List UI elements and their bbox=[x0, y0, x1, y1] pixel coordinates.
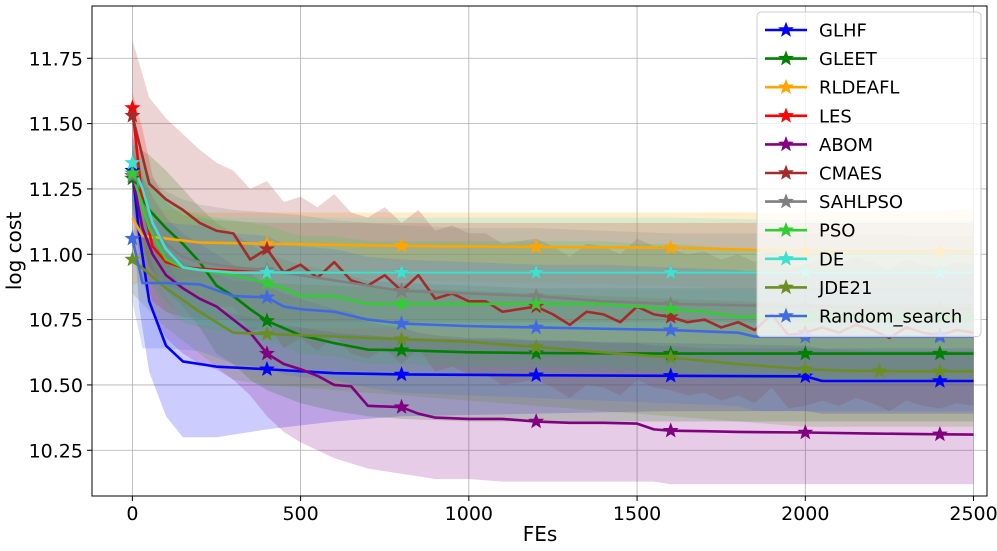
marker-pso bbox=[528, 295, 545, 311]
x-tick-label: 2500 bbox=[949, 503, 997, 525]
marker-pso bbox=[393, 295, 410, 311]
marker-pso bbox=[259, 274, 275, 290]
y-tick-label: 11.75 bbox=[29, 48, 83, 70]
legend-marker bbox=[778, 193, 794, 209]
marker-abom bbox=[528, 413, 545, 429]
legend-marker bbox=[778, 250, 794, 266]
marker-gleet bbox=[528, 344, 545, 360]
marker-cmaes bbox=[662, 308, 679, 324]
marker-rldeafl bbox=[662, 239, 679, 255]
x-tick-label: 0 bbox=[126, 503, 138, 525]
marker-jde21 bbox=[528, 338, 545, 354]
marker-gleet bbox=[931, 345, 948, 361]
marker-abom bbox=[259, 345, 275, 361]
marker-glhf bbox=[528, 366, 545, 383]
marker-jde21 bbox=[931, 362, 948, 379]
marker-pso bbox=[124, 164, 141, 181]
marker-cmaes bbox=[124, 107, 141, 123]
marker-glhf bbox=[797, 367, 814, 384]
x-tick-label: 2000 bbox=[781, 503, 829, 525]
x-axis-label: FEs bbox=[523, 522, 558, 546]
marker-glhf bbox=[259, 360, 275, 377]
marker-abom bbox=[662, 422, 679, 438]
legend-marker bbox=[778, 164, 794, 180]
marker-random-search bbox=[259, 289, 275, 305]
legend-box bbox=[756, 11, 982, 338]
marker-cmaes bbox=[259, 240, 275, 256]
marker-de bbox=[393, 264, 410, 280]
marker-sahlpso bbox=[393, 282, 410, 298]
y-tick-label: 11.00 bbox=[29, 244, 83, 266]
marker-random-search bbox=[662, 321, 679, 337]
legend-label: GLEET bbox=[819, 49, 878, 70]
marker-gleet bbox=[393, 341, 410, 357]
line-sahlpso bbox=[131, 175, 974, 311]
marker-de bbox=[662, 264, 679, 280]
marker-de bbox=[259, 264, 275, 280]
marker-random-search bbox=[528, 319, 545, 335]
marker-rldeafl bbox=[528, 238, 545, 254]
legend-marker bbox=[778, 307, 794, 323]
legend-marker bbox=[778, 136, 794, 152]
marker-rldeafl bbox=[393, 237, 410, 253]
marker-abom bbox=[931, 425, 948, 442]
legend-label: LES bbox=[819, 106, 852, 127]
marker-random-search bbox=[393, 315, 410, 331]
y-tick-label: 11.50 bbox=[29, 114, 83, 136]
marker-jde21 bbox=[871, 362, 888, 378]
marker-pso bbox=[662, 300, 679, 316]
marker-abom bbox=[797, 424, 814, 440]
legend-label: SAHLPSO bbox=[819, 192, 903, 213]
legend-label: ABOM bbox=[819, 135, 873, 156]
line-glhf bbox=[131, 170, 974, 383]
marker-de bbox=[124, 154, 141, 170]
marker-jde21 bbox=[124, 251, 141, 267]
legend-marker bbox=[778, 221, 794, 237]
legend-label: GLHF bbox=[819, 21, 867, 42]
legend-label: DE bbox=[819, 249, 844, 270]
y-tick-label: 10.50 bbox=[29, 375, 83, 397]
marker-jde21 bbox=[797, 360, 814, 377]
legend-label: PSO bbox=[819, 221, 855, 242]
legend-marker bbox=[778, 50, 794, 66]
marker-jde21 bbox=[393, 330, 410, 346]
marker-glhf bbox=[393, 366, 410, 382]
band-abom bbox=[132, 149, 974, 485]
legend-marker bbox=[778, 21, 794, 37]
legend-label: CMAES bbox=[819, 164, 882, 185]
legend-label: RLDEAFL bbox=[819, 78, 899, 99]
marker-gleet bbox=[797, 345, 814, 361]
band-glhf bbox=[132, 134, 974, 438]
axis-ticks: 0 500 1000 1500 2000 2500 10.25 10.50 10.75 11.00… bbox=[29, 48, 997, 525]
marker-glhf bbox=[662, 367, 679, 383]
x-tick-label: 1000 bbox=[445, 503, 493, 525]
x-tick-label: 500 bbox=[282, 503, 318, 525]
legend-marker bbox=[778, 78, 794, 94]
legend-marker bbox=[778, 107, 794, 123]
plot-frame bbox=[91, 5, 988, 497]
marker-gleet bbox=[259, 312, 275, 328]
marker-de bbox=[528, 264, 545, 280]
marker-jde21 bbox=[259, 325, 275, 341]
legend: GLHF GLEET RLDEAFL LES ABOM CMAES SAHLPSO PSO DE… bbox=[756, 11, 982, 338]
marker-glhf bbox=[931, 372, 948, 388]
y-tick-label: 11.25 bbox=[29, 179, 83, 201]
legend-marker bbox=[778, 279, 794, 295]
y-tick-label: 10.75 bbox=[29, 310, 83, 332]
x-tick-label: 1500 bbox=[613, 503, 661, 525]
marker-jde21 bbox=[662, 349, 679, 365]
marker-abom bbox=[393, 398, 410, 414]
band-gleet bbox=[132, 144, 974, 422]
marker-random-search bbox=[124, 230, 141, 246]
y-tick-label: 10.25 bbox=[29, 440, 83, 462]
y-axis-label: log cost bbox=[2, 212, 26, 290]
legend-label: Random_search bbox=[819, 307, 962, 328]
legend-label: JDE21 bbox=[818, 278, 872, 299]
line-random-search bbox=[131, 238, 974, 338]
